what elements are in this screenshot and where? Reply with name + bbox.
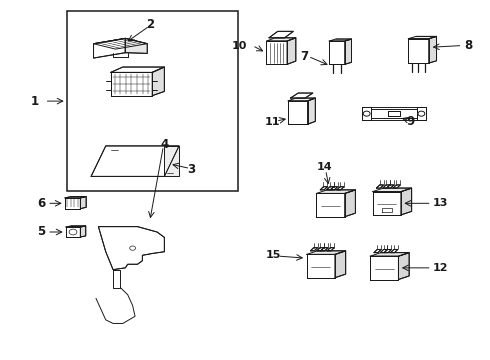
Text: 1: 1 bbox=[31, 95, 39, 108]
Polygon shape bbox=[291, 93, 313, 98]
Circle shape bbox=[363, 111, 370, 116]
Polygon shape bbox=[329, 39, 351, 41]
Text: 15: 15 bbox=[266, 250, 281, 260]
Polygon shape bbox=[80, 197, 86, 209]
Polygon shape bbox=[380, 249, 388, 253]
Polygon shape bbox=[287, 38, 296, 64]
Polygon shape bbox=[98, 226, 164, 270]
Text: 12: 12 bbox=[433, 263, 449, 273]
Polygon shape bbox=[321, 248, 328, 251]
Polygon shape bbox=[417, 107, 426, 120]
Polygon shape bbox=[307, 251, 345, 255]
Polygon shape bbox=[393, 185, 400, 188]
Polygon shape bbox=[384, 249, 392, 253]
Polygon shape bbox=[327, 187, 334, 190]
Text: 8: 8 bbox=[464, 39, 472, 52]
Polygon shape bbox=[317, 190, 355, 193]
Polygon shape bbox=[329, 41, 344, 64]
Polygon shape bbox=[311, 248, 318, 251]
Polygon shape bbox=[307, 255, 335, 278]
Circle shape bbox=[418, 111, 425, 116]
Polygon shape bbox=[369, 109, 418, 118]
Text: 14: 14 bbox=[317, 162, 332, 172]
Polygon shape bbox=[80, 226, 86, 237]
Polygon shape bbox=[111, 67, 164, 72]
Polygon shape bbox=[267, 38, 296, 41]
Polygon shape bbox=[372, 188, 412, 192]
Bar bbox=[67, 12, 238, 191]
Polygon shape bbox=[398, 253, 409, 279]
Polygon shape bbox=[269, 31, 294, 38]
Polygon shape bbox=[152, 67, 164, 96]
Polygon shape bbox=[111, 72, 152, 96]
Text: 13: 13 bbox=[433, 198, 448, 208]
Polygon shape bbox=[344, 39, 351, 64]
Text: 6: 6 bbox=[37, 197, 46, 210]
Polygon shape bbox=[320, 187, 327, 190]
Polygon shape bbox=[344, 190, 355, 217]
Polygon shape bbox=[335, 251, 345, 278]
Polygon shape bbox=[66, 227, 80, 237]
Polygon shape bbox=[337, 187, 344, 190]
Polygon shape bbox=[374, 249, 381, 253]
Polygon shape bbox=[66, 226, 86, 227]
Polygon shape bbox=[383, 185, 390, 188]
Polygon shape bbox=[308, 98, 316, 124]
Text: 10: 10 bbox=[232, 41, 247, 50]
Polygon shape bbox=[94, 39, 147, 49]
Polygon shape bbox=[164, 146, 179, 176]
Text: 4: 4 bbox=[160, 138, 169, 150]
Polygon shape bbox=[91, 146, 179, 176]
Polygon shape bbox=[327, 248, 334, 251]
Polygon shape bbox=[288, 101, 308, 124]
Polygon shape bbox=[65, 197, 86, 198]
Polygon shape bbox=[362, 107, 370, 120]
Polygon shape bbox=[317, 193, 344, 217]
Polygon shape bbox=[429, 36, 437, 63]
Polygon shape bbox=[288, 98, 316, 101]
Circle shape bbox=[69, 229, 77, 235]
Polygon shape bbox=[387, 185, 394, 188]
Polygon shape bbox=[370, 253, 409, 256]
Text: 9: 9 bbox=[406, 116, 414, 129]
Polygon shape bbox=[317, 248, 324, 251]
Polygon shape bbox=[372, 192, 401, 215]
Polygon shape bbox=[94, 39, 125, 58]
Text: 7: 7 bbox=[300, 50, 309, 63]
Polygon shape bbox=[331, 187, 338, 190]
Polygon shape bbox=[391, 249, 398, 253]
Polygon shape bbox=[65, 198, 80, 209]
Circle shape bbox=[130, 246, 136, 250]
Polygon shape bbox=[388, 111, 400, 116]
Text: 11: 11 bbox=[265, 117, 280, 127]
Text: 3: 3 bbox=[187, 163, 196, 176]
Text: 2: 2 bbox=[146, 18, 154, 31]
Polygon shape bbox=[125, 39, 147, 53]
Polygon shape bbox=[376, 185, 384, 188]
Polygon shape bbox=[267, 41, 287, 64]
Polygon shape bbox=[408, 39, 429, 63]
Polygon shape bbox=[370, 256, 398, 279]
Polygon shape bbox=[401, 188, 412, 215]
Text: 5: 5 bbox=[37, 225, 46, 238]
Polygon shape bbox=[408, 36, 437, 39]
